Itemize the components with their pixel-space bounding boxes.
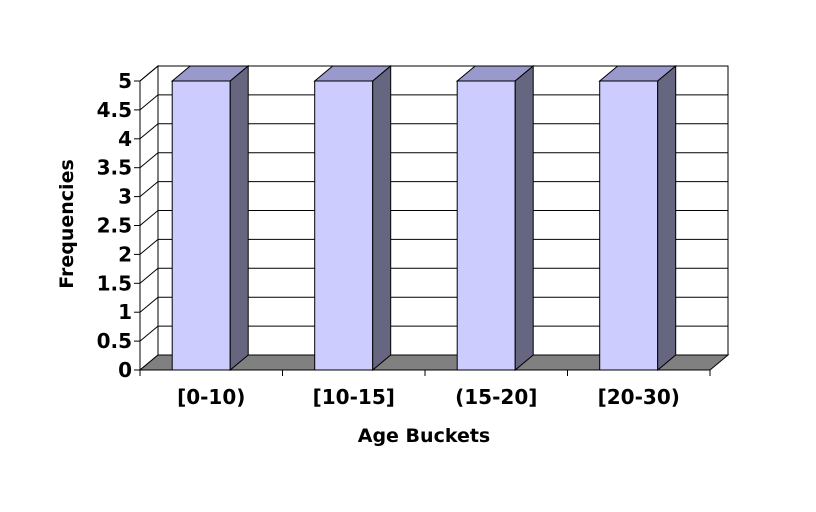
x-tick-label: [0-10) (177, 385, 245, 409)
x-axis-title: Age Buckets (358, 425, 490, 447)
gridline-side (139, 267, 159, 284)
y-tick-label: 0.5 (97, 329, 132, 353)
bar (455, 64, 535, 372)
bar-side (514, 64, 534, 372)
gridline-side (139, 210, 159, 226)
y-axis-title: Frequencies (56, 159, 78, 289)
y-axis-ticks: 0 0.5 1 1.5 2 2.5 3 3.5 4 4.5 5 (97, 69, 140, 382)
y-tick-label: 1.5 (97, 271, 132, 295)
bar-front (314, 80, 374, 371)
y-tick-label: 0 (118, 358, 132, 382)
x-tick-label: (15-20] (455, 385, 537, 409)
gridline-side (139, 325, 159, 342)
y-tick-label: 3 (118, 185, 132, 209)
y-tick-label: 1 (118, 300, 132, 324)
gridline-side (139, 65, 159, 82)
bar (598, 64, 678, 372)
bar-front (456, 80, 516, 371)
y-tick-label: 2 (118, 242, 132, 266)
bar (313, 64, 393, 372)
bar-front (599, 80, 659, 371)
bar-side (372, 64, 392, 372)
gridline-side (139, 239, 159, 255)
bar-side (657, 64, 677, 372)
y-tick-label: 4 (118, 127, 132, 151)
gridline-side (139, 94, 159, 111)
y-tick-label: 5 (118, 69, 132, 93)
x-axis-ticks: [0-10) [10-15] (15-20] [20-30) (139, 370, 711, 409)
bars (170, 64, 678, 372)
y-tick-label: 3.5 (97, 156, 132, 180)
bar-front (171, 80, 231, 371)
gridline-side (139, 152, 159, 169)
gridline-side (139, 296, 159, 313)
y-tick-label: 4.5 (97, 98, 132, 122)
x-tick-label: [20-30) (598, 385, 680, 409)
bar (170, 64, 250, 372)
bar-side (229, 64, 249, 372)
gridline-side (139, 123, 159, 140)
x-tick-label: [10-15] (313, 385, 395, 409)
gridline-side (139, 181, 159, 197)
y-tick-label: 2.5 (97, 214, 132, 238)
